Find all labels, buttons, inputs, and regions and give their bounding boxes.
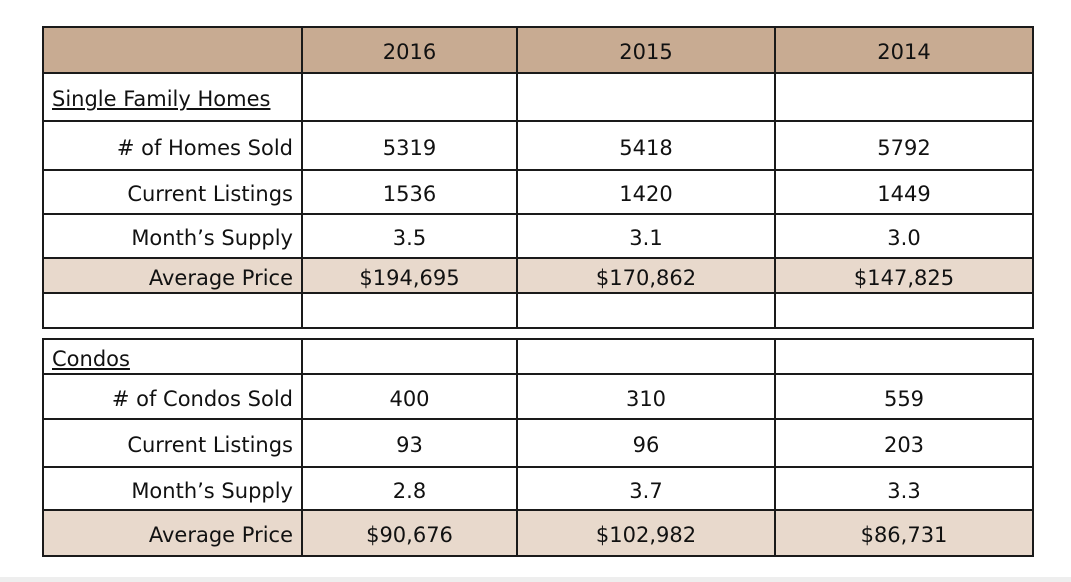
row-value: $170,862 xyxy=(516,257,776,294)
row-value: $194,695 xyxy=(301,257,518,294)
row-label: Month’s Supply xyxy=(42,213,303,259)
row-value: 3.1 xyxy=(516,213,776,259)
row-value: 5319 xyxy=(301,120,518,171)
bottom-bar xyxy=(0,577,1071,582)
row-label: Current Listings xyxy=(42,169,303,215)
row-value: $90,676 xyxy=(301,509,518,557)
row-value: 5792 xyxy=(774,120,1034,171)
header-year: 2014 xyxy=(774,26,1034,74)
row-value: 1536 xyxy=(301,169,518,215)
empty-cell xyxy=(774,338,1034,375)
row-value: $102,982 xyxy=(516,509,776,557)
row-label: Month’s Supply xyxy=(42,466,303,511)
header-cell xyxy=(42,26,303,74)
row-value: 559 xyxy=(774,373,1034,420)
row-value: $86,731 xyxy=(774,509,1034,557)
row-value: 3.3 xyxy=(774,466,1034,511)
row-value: 3.0 xyxy=(774,213,1034,259)
row-value: 1449 xyxy=(774,169,1034,215)
row-value: 3.5 xyxy=(301,213,518,259)
empty-cell xyxy=(301,72,518,122)
header-year: 2015 xyxy=(516,26,776,74)
row-value: 5418 xyxy=(516,120,776,171)
header-year: 2016 xyxy=(301,26,518,74)
row-value: 3.7 xyxy=(516,466,776,511)
row-label: # of Homes Sold xyxy=(42,120,303,171)
empty-cell xyxy=(774,72,1034,122)
empty-cell xyxy=(516,292,776,329)
empty-cell xyxy=(516,338,776,375)
row-value: 93 xyxy=(301,418,518,468)
empty-cell xyxy=(516,72,776,122)
empty-cell xyxy=(301,338,518,375)
section-title: Condos xyxy=(42,338,303,375)
row-value: 1420 xyxy=(516,169,776,215)
row-value: $147,825 xyxy=(774,257,1034,294)
row-value: 400 xyxy=(301,373,518,420)
row-label: Average Price xyxy=(42,509,303,557)
row-value: 2.8 xyxy=(301,466,518,511)
empty-cell xyxy=(42,292,303,329)
row-value: 310 xyxy=(516,373,776,420)
empty-cell xyxy=(301,292,518,329)
section-title: Single Family Homes xyxy=(42,72,303,122)
row-label: Average Price xyxy=(42,257,303,294)
row-label: Current Listings xyxy=(42,418,303,468)
empty-cell xyxy=(774,292,1034,329)
row-value: 96 xyxy=(516,418,776,468)
row-value: 203 xyxy=(774,418,1034,468)
row-label: # of Condos Sold xyxy=(42,373,303,420)
